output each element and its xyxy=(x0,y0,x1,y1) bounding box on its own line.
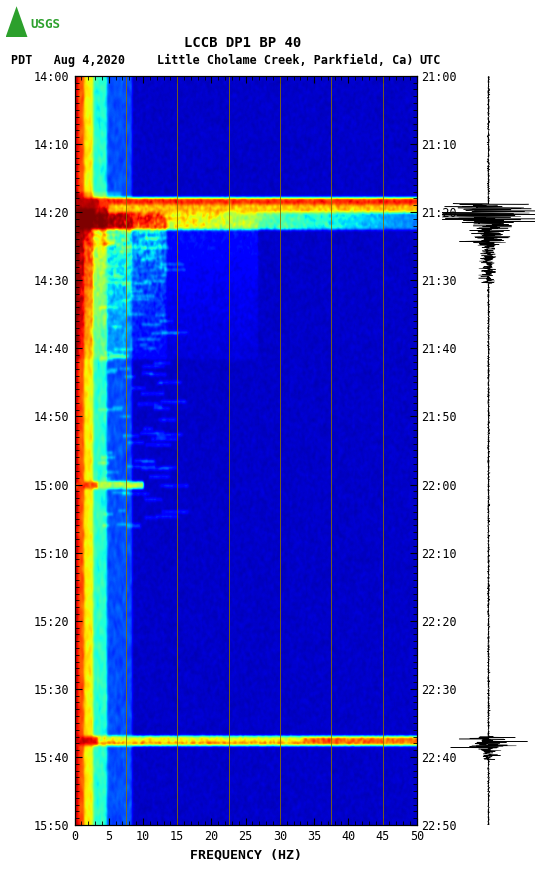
Text: LCCB DP1 BP 40: LCCB DP1 BP 40 xyxy=(184,36,301,50)
Text: USGS: USGS xyxy=(30,18,60,30)
Text: PDT   Aug 4,2020: PDT Aug 4,2020 xyxy=(11,54,125,67)
X-axis label: FREQUENCY (HZ): FREQUENCY (HZ) xyxy=(190,848,301,862)
Text: UTC: UTC xyxy=(420,54,441,67)
Text: Little Cholame Creek, Parkfield, Ca): Little Cholame Creek, Parkfield, Ca) xyxy=(157,54,414,67)
Polygon shape xyxy=(6,6,28,37)
